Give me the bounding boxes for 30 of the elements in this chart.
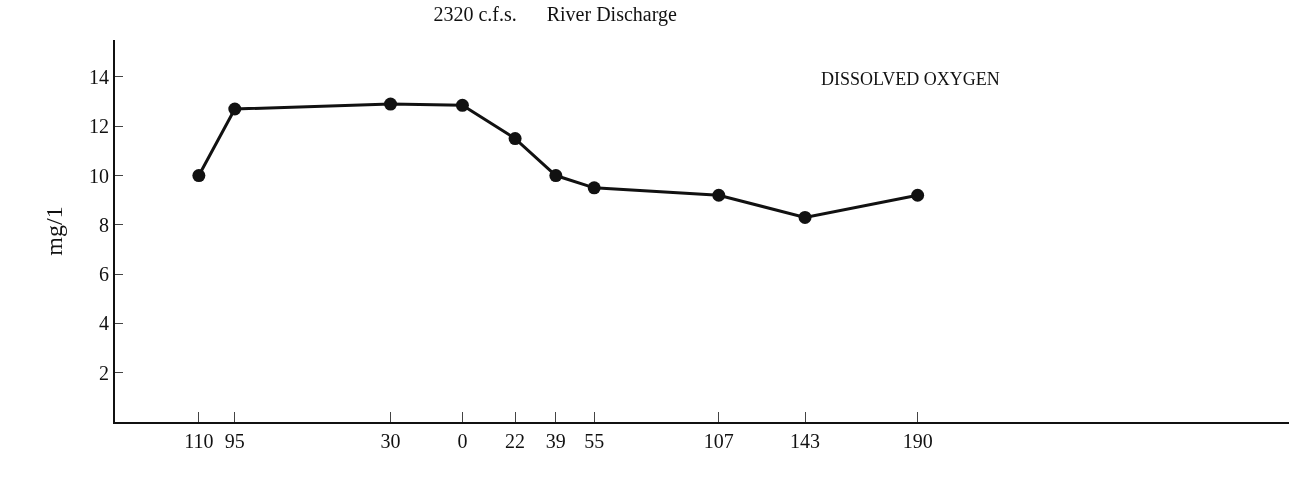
x-tick-label: 55 — [584, 430, 605, 452]
y-tick-label: 6 — [99, 263, 109, 286]
point — [712, 188, 726, 202]
y-tick-label: 8 — [99, 213, 109, 236]
x-tick-label: 0 — [457, 430, 468, 452]
chart-title: 2320 c.f.s. River Discharge — [433, 3, 677, 27]
y-tick-label: 4 — [99, 312, 109, 335]
x-tick-label: 190 — [902, 430, 933, 452]
point — [549, 169, 563, 183]
x-tick-label: 22 — [505, 430, 526, 452]
x-tick-label: 107 — [703, 430, 734, 452]
y-tick-label: 10 — [89, 164, 109, 187]
point — [455, 98, 469, 112]
point — [508, 132, 522, 146]
point — [587, 181, 601, 195]
x-tick-label: 110 — [184, 430, 214, 452]
point — [384, 97, 398, 111]
point — [798, 210, 812, 224]
y-tick-label: 12 — [89, 115, 109, 138]
point — [228, 102, 242, 116]
x-tick-label: 30 — [380, 430, 401, 452]
y-axis-title: mg/1 — [40, 206, 67, 256]
point — [192, 169, 206, 183]
point — [911, 188, 925, 202]
x-tick-label: 95 — [224, 430, 245, 452]
annotation: DISSOLVED OXYGEN — [821, 69, 1000, 89]
x-tick-label: 143 — [790, 430, 821, 452]
x-tick-label: 39 — [545, 430, 566, 452]
y-tick-label: 14 — [89, 65, 109, 88]
y-tick-label: 2 — [99, 361, 109, 384]
